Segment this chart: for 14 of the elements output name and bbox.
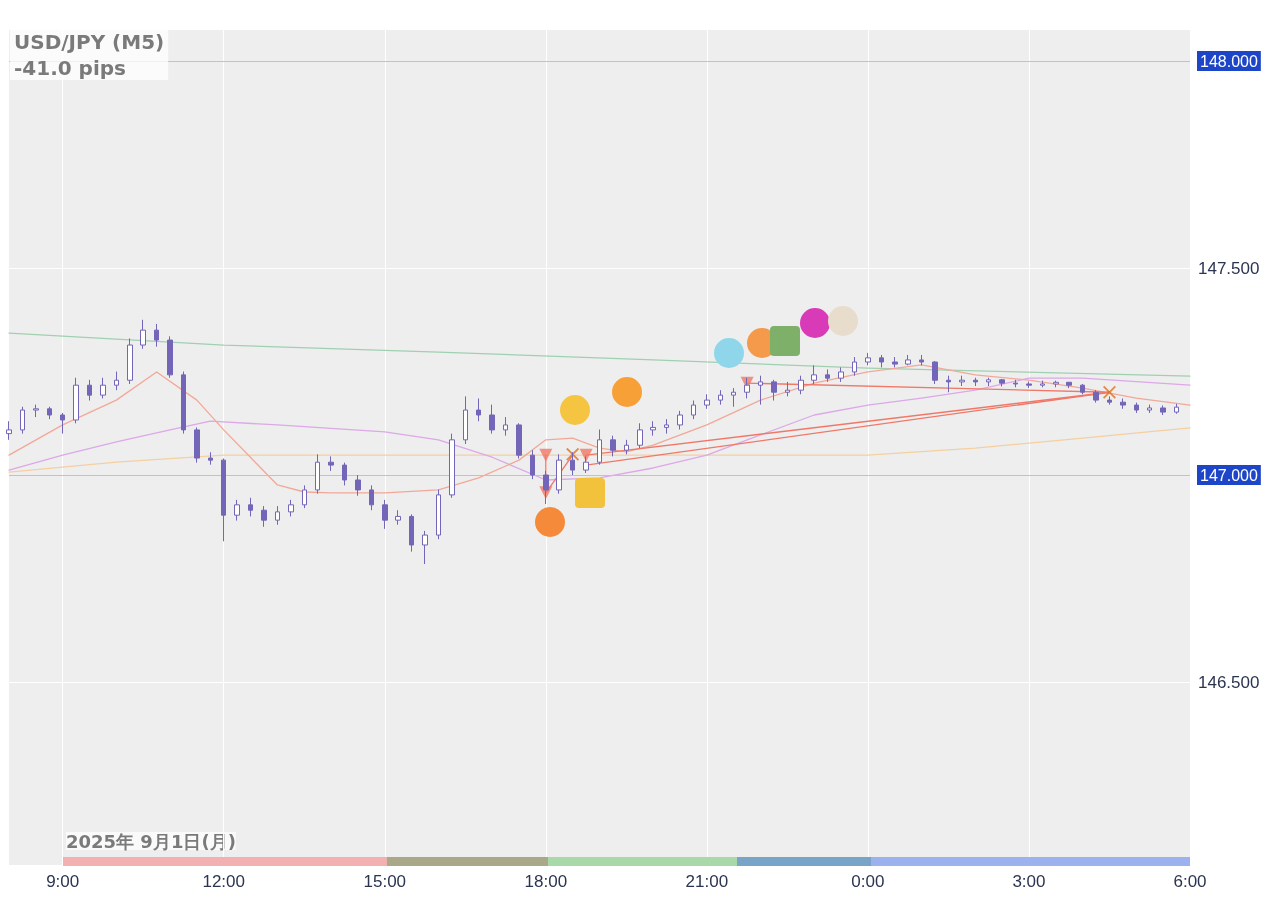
x-tick-label: 12:00: [202, 872, 245, 891]
x-tick-label: 9:00: [46, 872, 80, 891]
x-tick-label: 21:00: [685, 872, 729, 891]
x-tick-label: 3:00: [1012, 872, 1046, 891]
text: -41.0 pips: [14, 56, 127, 80]
x-tick-label: 18:00: [524, 872, 568, 891]
chart-title: USD/JPY (M5): [14, 30, 165, 54]
y-tick-label: 146.500: [1198, 672, 1260, 692]
x-tick-label: 6:00: [1173, 872, 1207, 891]
ref-line-label: 147.000: [1200, 466, 1258, 484]
x-tick-label: 15:00: [363, 872, 407, 891]
y-tick-label: 147.500: [1198, 258, 1260, 278]
ref-line-label: 148.000: [1200, 52, 1258, 70]
x-tick-label: 0:00: [851, 872, 885, 891]
